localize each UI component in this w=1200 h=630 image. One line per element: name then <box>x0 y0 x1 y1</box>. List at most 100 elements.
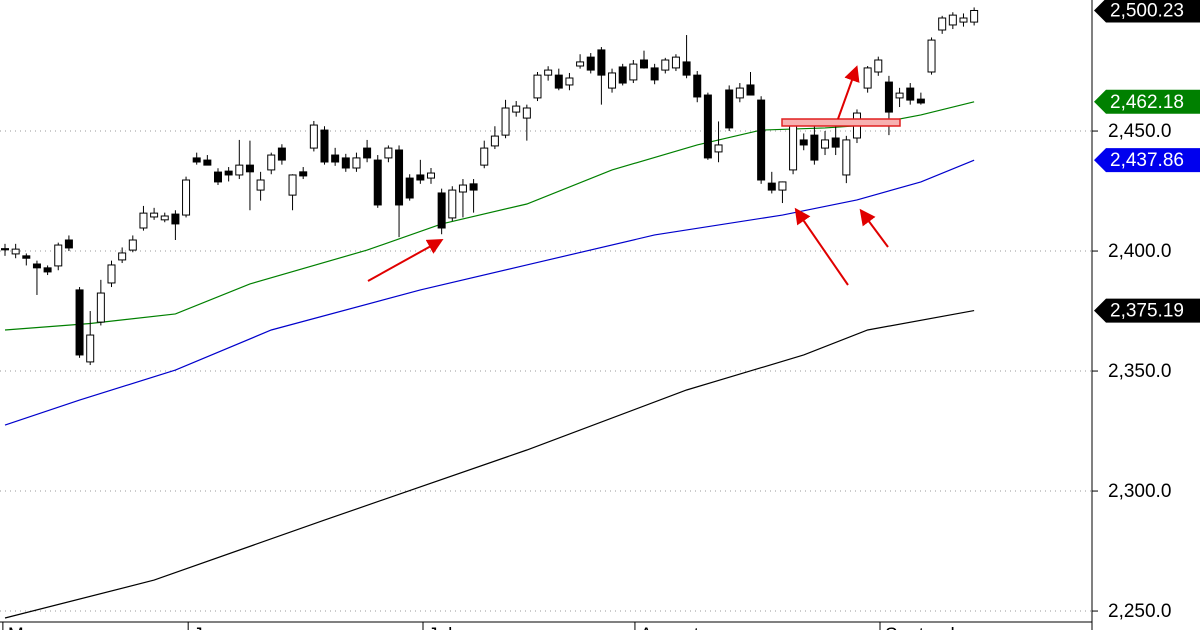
candle-body <box>906 87 915 101</box>
candle-body <box>139 212 148 229</box>
candle-body <box>586 56 595 71</box>
candle-body <box>757 99 766 181</box>
candle-body <box>490 135 499 147</box>
candle-body <box>75 289 84 356</box>
candle-body <box>938 17 947 31</box>
candle-body <box>245 164 254 173</box>
candle-body <box>107 264 116 284</box>
candle-body <box>299 171 308 177</box>
x-tick-label: September <box>885 625 979 630</box>
y-tick-label: 2,250.0 <box>1108 601 1171 622</box>
candle-body <box>192 157 201 163</box>
candle-body <box>735 87 744 99</box>
candle-body <box>437 192 446 229</box>
candle-body <box>501 107 510 136</box>
candle-body <box>426 172 435 179</box>
candle-body <box>373 159 382 206</box>
candle-body <box>331 154 340 163</box>
y-tick-label: 2,400.0 <box>1108 241 1171 262</box>
candle-body <box>618 66 627 84</box>
candle-body <box>224 170 233 176</box>
candle-body <box>703 94 712 159</box>
candle-body <box>693 74 702 98</box>
candle-body <box>203 159 212 166</box>
candle-body <box>118 252 127 261</box>
candle-body <box>405 177 414 199</box>
candle-body <box>277 147 286 161</box>
candle-body <box>128 239 137 251</box>
candle-body <box>959 17 968 23</box>
x-tick-label: August <box>640 625 700 630</box>
candle-body <box>309 124 318 149</box>
candle-body <box>544 69 553 76</box>
y-tick-label: 2,450.0 <box>1108 121 1171 142</box>
candle-body <box>682 61 691 76</box>
candle-body <box>64 239 73 249</box>
price-tag-label: 2,437.86 <box>1110 150 1184 171</box>
candle-body <box>884 81 893 113</box>
candle-body <box>661 59 670 71</box>
candle-body <box>96 292 105 323</box>
candle-body <box>320 129 329 163</box>
price-tag <box>1094 89 1200 114</box>
candle-body <box>671 56 680 69</box>
candle-body <box>821 139 830 149</box>
candle-body <box>629 63 638 81</box>
candle-body <box>565 77 574 86</box>
candle-body <box>150 212 159 218</box>
arrow <box>837 65 860 120</box>
x-tick-label: May <box>8 625 44 630</box>
price-tag-label: 2,375.19 <box>1110 301 1184 322</box>
candle-body <box>916 98 925 104</box>
x-tick-label: July <box>428 625 462 630</box>
candle-body <box>416 174 425 181</box>
arrow <box>859 208 889 248</box>
candle-body <box>32 263 41 269</box>
arrow <box>794 207 849 286</box>
candle-body <box>480 147 489 166</box>
candle-body <box>831 137 840 148</box>
price-tag <box>1094 148 1200 173</box>
candle-body <box>267 154 276 171</box>
arrow <box>367 239 444 282</box>
candle-body <box>767 182 776 191</box>
candle-body <box>448 189 457 219</box>
candle-body <box>650 67 659 81</box>
candle-body <box>22 255 31 259</box>
candle-body <box>1 248 10 251</box>
candle-body <box>874 59 883 73</box>
candle-body <box>11 248 20 255</box>
candle-body <box>714 144 723 153</box>
y-tick-label: 2,350.0 <box>1108 361 1171 382</box>
annotations <box>367 65 901 286</box>
candle-body <box>895 92 904 99</box>
candle-body <box>395 149 404 206</box>
candle-body <box>597 49 606 76</box>
candle-body <box>927 39 936 73</box>
price-tag <box>1094 0 1200 23</box>
candle-body <box>288 174 297 196</box>
candle-body <box>341 157 350 169</box>
candle-body <box>384 147 393 159</box>
candle-body <box>789 124 798 171</box>
candle-body <box>458 184 467 193</box>
candle-body <box>235 164 244 176</box>
candle-body <box>608 72 617 89</box>
candle-body <box>469 183 478 191</box>
price-tag <box>1094 298 1200 323</box>
candle-body <box>746 84 755 96</box>
moving-average <box>4 309 975 619</box>
price-tag-label: 2,500.23 <box>1110 1 1184 22</box>
candle-body <box>352 157 361 169</box>
candle-body <box>533 74 542 99</box>
moving-average <box>4 159 975 426</box>
candle-body <box>256 179 265 191</box>
candle-body <box>576 61 585 67</box>
candle-body <box>810 134 819 161</box>
candle-body <box>639 59 648 69</box>
candle-body <box>171 213 180 225</box>
candle-body <box>778 181 787 191</box>
candle-body <box>214 171 222 183</box>
